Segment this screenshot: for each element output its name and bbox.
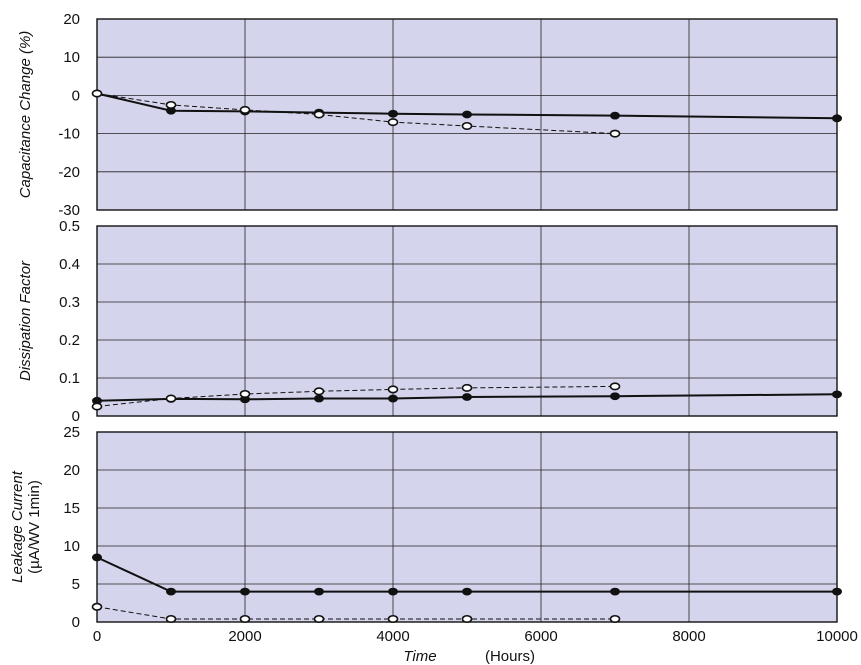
chart-panel-1: 20 10 0 -10 -20 -30 Capacitance Change (%): [17, 11, 842, 219]
y-axis-unit-label: (µA/WV 1min): [26, 480, 43, 574]
data-point-open: [91, 89, 103, 98]
y-tick-label: 15: [63, 500, 80, 517]
y-tick-label: 0.5: [59, 218, 80, 235]
data-point-filled: [832, 114, 842, 123]
data-point-filled: [166, 587, 176, 596]
y-tick-label: 10: [63, 49, 80, 66]
y-axis-label: Leakage Current: [9, 470, 26, 583]
y-tick-label: -30: [58, 202, 80, 219]
data-point-filled: [388, 109, 398, 118]
y-tick-label: 20: [63, 11, 80, 28]
y-axis-label: Dissipation Factor: [17, 260, 34, 381]
data-point-open: [387, 118, 399, 127]
series-line-solid: [96, 92, 838, 120]
x-tick-label: 8000: [672, 628, 705, 645]
data-point-open: [461, 383, 473, 392]
data-point-open: [91, 602, 103, 611]
data-point-filled: [610, 587, 620, 596]
data-point-open: [239, 389, 251, 398]
y-tick-label: 0.2: [59, 332, 80, 349]
x-axis-label: Time: [403, 648, 436, 665]
data-point-open: [313, 614, 325, 623]
y-tick-label: 10: [63, 538, 80, 555]
data-point-filled: [388, 394, 398, 403]
y-tick-label: 20: [63, 462, 80, 479]
data-point-filled: [462, 587, 472, 596]
data-point-open: [461, 121, 473, 130]
data-point-open: [609, 614, 621, 623]
data-point-filled: [462, 110, 472, 119]
data-point-open: [461, 614, 473, 623]
y-tick-label: 5: [72, 576, 80, 593]
x-tick-label: 10000: [816, 628, 858, 645]
series-line-solid: [96, 393, 838, 402]
chart-panel-3: 25 20 15 10 5 0 Leakage Current (µA/WV 1min) 0 20…: [9, 424, 858, 665]
data-point-open: [387, 385, 399, 394]
series-line-solid: [96, 556, 837, 593]
data-point-filled: [314, 587, 324, 596]
data-point-filled: [832, 390, 842, 399]
x-axis-unit-label: (Hours): [485, 648, 535, 665]
y-tick-label: -10: [58, 126, 80, 143]
y-tick-label: 0.3: [59, 294, 80, 311]
data-point-open: [313, 387, 325, 396]
y-tick-label: 25: [63, 424, 80, 441]
data-point-open: [91, 402, 103, 411]
y-axis-label: Capacitance Change (%): [17, 31, 34, 199]
data-point-open: [165, 100, 177, 109]
data-point-open: [239, 105, 251, 114]
y-tick-label: 0: [72, 614, 80, 631]
data-point-open: [239, 614, 251, 623]
y-tick-label: 0.1: [59, 370, 80, 387]
data-point-filled: [92, 553, 102, 562]
data-point-filled: [462, 393, 472, 401]
data-point-filled: [314, 394, 324, 403]
data-point-filled: [240, 587, 250, 596]
data-point-filled: [610, 111, 620, 120]
data-point-open: [313, 110, 325, 119]
data-point-filled: [832, 587, 842, 596]
x-tick-label: 6000: [524, 628, 557, 645]
x-tick-label: 0: [93, 628, 101, 645]
y-tick-label: 0.4: [59, 256, 80, 273]
data-point-filled: [388, 587, 398, 596]
chart-panel-2: 0.5 0.4 0.3 0.2 0.1 0 Dissipation Factor: [17, 218, 842, 425]
y-tick-label: 0: [72, 87, 80, 104]
data-point-open: [165, 614, 177, 623]
data-point-filled: [610, 392, 620, 401]
data-point-open: [609, 382, 621, 391]
data-point-open: [609, 129, 621, 138]
plot-frame: [96, 225, 838, 417]
x-tick-label: 2000: [228, 628, 261, 645]
x-tick-label: 4000: [376, 628, 409, 645]
data-point-open: [387, 614, 399, 623]
data-point-open: [165, 394, 177, 403]
y-tick-label: -20: [58, 164, 80, 181]
y-tick-label: 0: [72, 408, 80, 425]
